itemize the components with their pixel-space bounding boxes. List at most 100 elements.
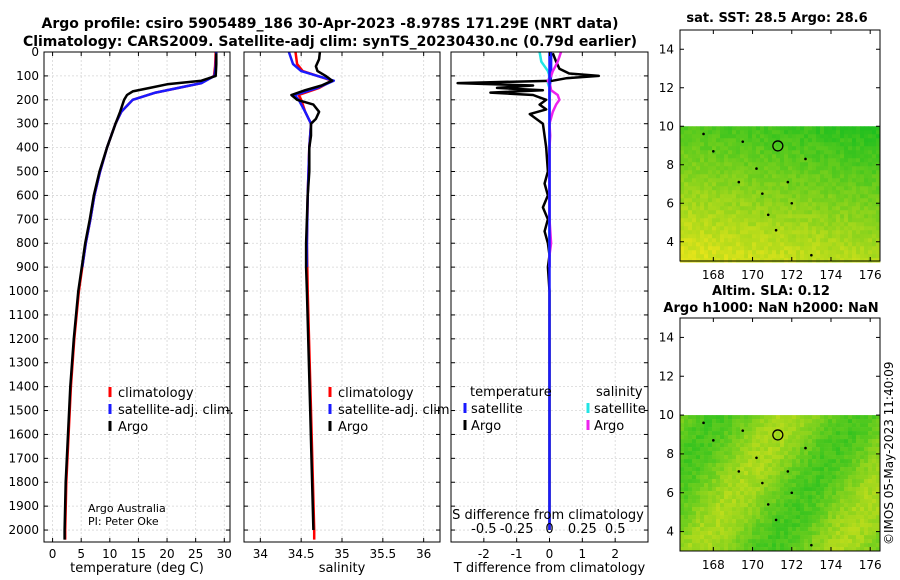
heat-cell — [808, 503, 813, 508]
heat-cell — [716, 206, 721, 211]
heat-cell — [828, 210, 833, 215]
heat-cell — [868, 447, 873, 452]
heat-cell — [744, 543, 749, 548]
heat-cell — [868, 238, 873, 243]
heat-cell — [760, 150, 765, 155]
heat-cell — [724, 543, 729, 548]
heat-cell — [764, 451, 769, 456]
heat-cell — [752, 507, 757, 512]
heat-cell — [864, 459, 869, 464]
heat-cell — [864, 206, 869, 211]
map2-title-line1: Altim. SLA: 0.12 — [712, 284, 830, 299]
heat-cell — [728, 511, 733, 516]
heat-cell — [680, 202, 685, 207]
heat-cell — [808, 539, 813, 544]
heat-cell — [780, 214, 785, 219]
heat-cell — [692, 178, 697, 183]
heat-cell — [768, 419, 773, 424]
y-tick-label: 2000 — [8, 523, 39, 537]
heat-cell — [756, 467, 761, 472]
heat-cell — [760, 250, 765, 255]
heat-cell — [868, 491, 873, 496]
heat-cell — [756, 455, 761, 460]
heat-cell — [816, 523, 821, 528]
heat-cell — [680, 543, 685, 548]
heat-cell — [776, 142, 781, 147]
heat-cell — [692, 234, 697, 239]
heat-cell — [800, 479, 805, 484]
heat-cell — [696, 138, 701, 143]
x-tick-label: 0 — [49, 547, 57, 561]
heat-cell — [728, 459, 733, 464]
heat-cell — [876, 463, 881, 468]
heat-cell — [740, 519, 745, 524]
heat-cell — [840, 226, 845, 231]
heat-cell — [824, 499, 829, 504]
heat-cell — [804, 246, 809, 251]
heat-cell — [708, 523, 713, 528]
y-tick-label: 10 — [659, 119, 674, 133]
heat-cell — [712, 130, 717, 135]
heat-cell — [848, 186, 853, 191]
heat-cell — [812, 495, 817, 500]
heat-cell — [852, 242, 857, 247]
heat-cell — [680, 258, 685, 263]
heat-cell — [864, 455, 869, 460]
heat-cell — [720, 547, 725, 552]
heat-cell — [780, 238, 785, 243]
heat-cell — [700, 519, 705, 524]
heat-cell — [816, 423, 821, 428]
heat-cell — [872, 423, 877, 428]
heat-cell — [812, 186, 817, 191]
heat-cell — [832, 158, 837, 163]
heat-cell — [712, 134, 717, 139]
x-tick-label: 176 — [859, 558, 882, 572]
heat-cell — [724, 130, 729, 135]
heat-cell — [700, 254, 705, 259]
heat-cell — [788, 206, 793, 211]
heat-cell — [772, 419, 777, 424]
heat-cell — [692, 495, 697, 500]
heat-cell — [792, 222, 797, 227]
heat-cell — [848, 258, 853, 263]
heat-cell — [684, 507, 689, 512]
heat-cell — [872, 431, 877, 436]
heat-cell — [836, 174, 841, 179]
heat-cell — [736, 423, 741, 428]
heat-cell — [848, 206, 853, 211]
heat-cell — [724, 178, 729, 183]
heat-cell — [768, 439, 773, 444]
heat-cell — [720, 218, 725, 223]
heat-cell — [680, 435, 685, 440]
heat-cell — [812, 162, 817, 167]
heat-cell — [716, 178, 721, 183]
heat-cell — [860, 459, 865, 464]
heat-cell — [748, 423, 753, 428]
heat-cell — [860, 238, 865, 243]
heat-cell — [780, 527, 785, 532]
heat-cell — [724, 222, 729, 227]
heat-cell — [692, 435, 697, 440]
heat-cell — [852, 202, 857, 207]
heat-cell — [820, 439, 825, 444]
heat-cell — [752, 134, 757, 139]
heat-cell — [720, 146, 725, 151]
heat-cell — [844, 499, 849, 504]
heat-cell — [832, 146, 837, 151]
heat-cell — [752, 539, 757, 544]
heat-cell — [836, 214, 841, 219]
legend-title-temperature: temperature — [470, 385, 552, 400]
heat-cell — [700, 246, 705, 251]
heat-cell — [804, 170, 809, 175]
heat-cell — [780, 495, 785, 500]
heat-cell — [776, 246, 781, 251]
heat-cell — [688, 210, 693, 215]
heat-cell — [764, 519, 769, 524]
heat-cell — [720, 463, 725, 468]
heat-cell — [696, 166, 701, 171]
heat-cell — [708, 130, 713, 135]
heat-cell — [748, 527, 753, 532]
heat-cell — [840, 258, 845, 263]
heat-cell — [712, 427, 717, 432]
heat-cell — [872, 210, 877, 215]
